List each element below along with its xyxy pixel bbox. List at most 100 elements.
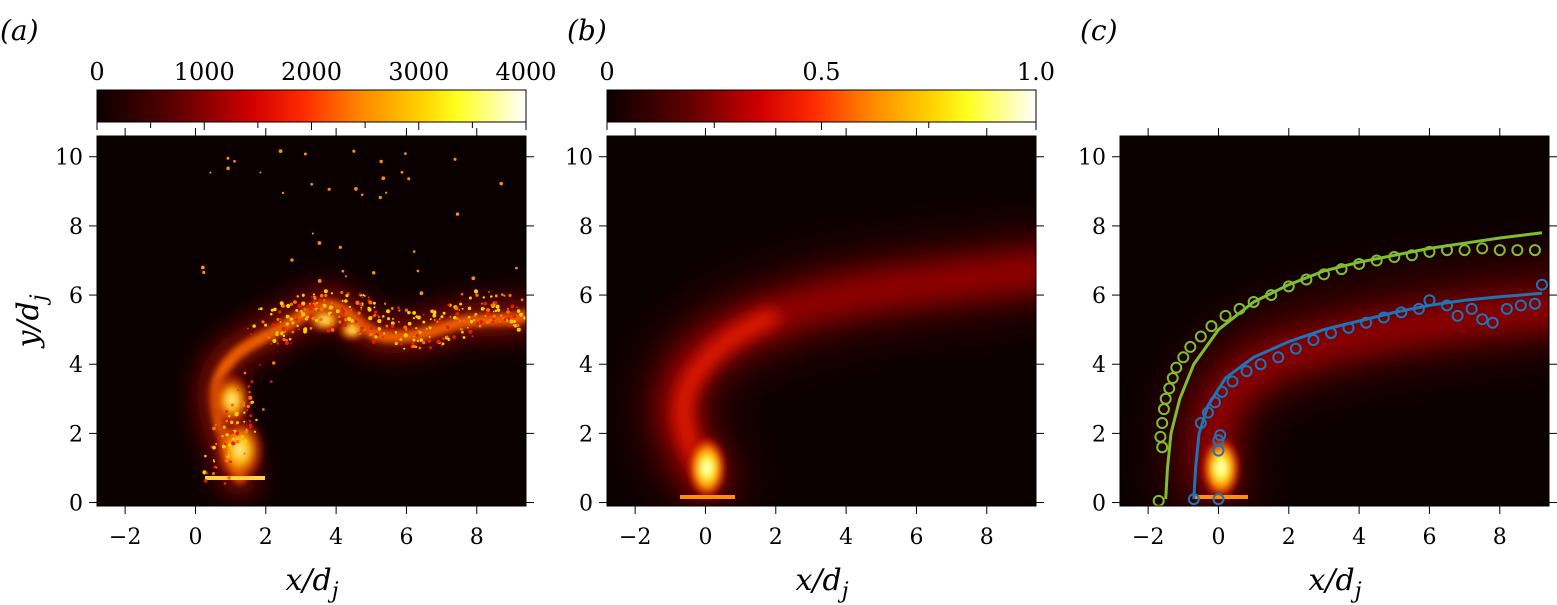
speckle bbox=[344, 275, 347, 278]
speckle bbox=[368, 300, 373, 305]
speckle bbox=[224, 443, 227, 446]
speckle bbox=[468, 329, 473, 334]
series-0-point bbox=[1233, 302, 1246, 315]
series-0-point bbox=[1476, 242, 1489, 255]
panel-c-label: (c) bbox=[1080, 14, 1118, 47]
speckle bbox=[415, 327, 418, 330]
speckle bbox=[335, 309, 340, 314]
y-tick-label: 0 bbox=[1092, 492, 1106, 517]
colorbar-a bbox=[96, 89, 527, 123]
colorbar-b bbox=[606, 89, 1037, 123]
speckle bbox=[319, 293, 324, 298]
speckle bbox=[341, 299, 344, 303]
speckle bbox=[225, 433, 229, 437]
speckle bbox=[330, 301, 333, 304]
speckle bbox=[404, 152, 407, 156]
speckle bbox=[483, 307, 486, 310]
speckle bbox=[446, 325, 450, 330]
series-1-point bbox=[1423, 294, 1436, 307]
speckle bbox=[432, 309, 434, 311]
speckle bbox=[459, 302, 463, 306]
speckle bbox=[284, 341, 289, 346]
speckle bbox=[400, 342, 404, 346]
series-1-point bbox=[1412, 302, 1425, 315]
speckle bbox=[227, 453, 230, 456]
speckle bbox=[498, 322, 503, 327]
speckle bbox=[515, 266, 518, 270]
speckle bbox=[279, 301, 284, 306]
series-0-point bbox=[1159, 392, 1172, 405]
speckle bbox=[407, 177, 411, 181]
colorbar-tick-label: 1.0 bbox=[1017, 58, 1055, 86]
speckle bbox=[276, 342, 280, 345]
speckle bbox=[247, 385, 251, 388]
speckle bbox=[222, 425, 226, 429]
speckle bbox=[324, 293, 328, 298]
speckle bbox=[250, 400, 254, 404]
speckle bbox=[293, 300, 297, 304]
speckle bbox=[243, 371, 247, 375]
speckle bbox=[310, 295, 313, 298]
series-0-point bbox=[1219, 309, 1232, 322]
speckle bbox=[494, 309, 498, 313]
speckle bbox=[243, 439, 248, 444]
speckle bbox=[241, 435, 244, 438]
speckle bbox=[319, 317, 323, 322]
speckle bbox=[279, 318, 282, 321]
speckle bbox=[235, 440, 240, 444]
speckle bbox=[286, 303, 291, 309]
speckle bbox=[311, 316, 316, 321]
series-0-point bbox=[1265, 289, 1278, 302]
speckle bbox=[523, 316, 526, 320]
speckle bbox=[269, 312, 273, 316]
speckle bbox=[301, 312, 306, 317]
speckle bbox=[248, 423, 253, 427]
series-0-point bbox=[1170, 361, 1183, 374]
speckle bbox=[492, 317, 495, 321]
x-axis-label-a: x/dj bbox=[285, 563, 338, 604]
speckle bbox=[318, 298, 322, 302]
y-tick-label: 10 bbox=[565, 146, 593, 171]
speckle bbox=[508, 325, 511, 328]
speckle bbox=[473, 319, 475, 321]
x-tick-label: −2 bbox=[109, 525, 141, 550]
speckle bbox=[215, 466, 218, 469]
speckle bbox=[460, 292, 464, 296]
speckle bbox=[403, 325, 407, 330]
speckle bbox=[428, 336, 431, 339]
speckle bbox=[204, 479, 208, 483]
speckle bbox=[261, 408, 265, 411]
speckle bbox=[350, 325, 353, 328]
x-tick-label: 4 bbox=[1352, 525, 1366, 550]
speckle bbox=[509, 311, 512, 314]
speckle bbox=[278, 310, 282, 314]
speckle bbox=[259, 171, 262, 174]
speckle bbox=[376, 314, 379, 317]
colorbar-tick-label: 0 bbox=[599, 58, 614, 86]
speckle bbox=[285, 339, 288, 342]
x-tick-label: 8 bbox=[470, 525, 484, 550]
speckle bbox=[233, 159, 236, 163]
series-0-point bbox=[1317, 268, 1330, 281]
speckle bbox=[226, 455, 230, 459]
speckle bbox=[391, 317, 394, 320]
speckle bbox=[410, 341, 415, 345]
speckle bbox=[352, 149, 356, 153]
series-1-point bbox=[1342, 321, 1355, 334]
speckle bbox=[294, 318, 298, 322]
speckle bbox=[330, 328, 335, 332]
speckle bbox=[243, 420, 246, 423]
speckle bbox=[231, 441, 236, 446]
speckle bbox=[475, 293, 479, 297]
plot-frame bbox=[96, 135, 527, 507]
speckle bbox=[407, 321, 412, 326]
speckle bbox=[459, 327, 463, 331]
series-1-point bbox=[1307, 334, 1320, 347]
speckle bbox=[381, 176, 386, 181]
series-0-point bbox=[1177, 351, 1190, 364]
speckle bbox=[516, 323, 520, 328]
speckle bbox=[225, 419, 229, 423]
colorbar-tick-label: 1000 bbox=[174, 58, 235, 86]
speckle bbox=[259, 307, 263, 311]
speckle bbox=[242, 401, 245, 405]
